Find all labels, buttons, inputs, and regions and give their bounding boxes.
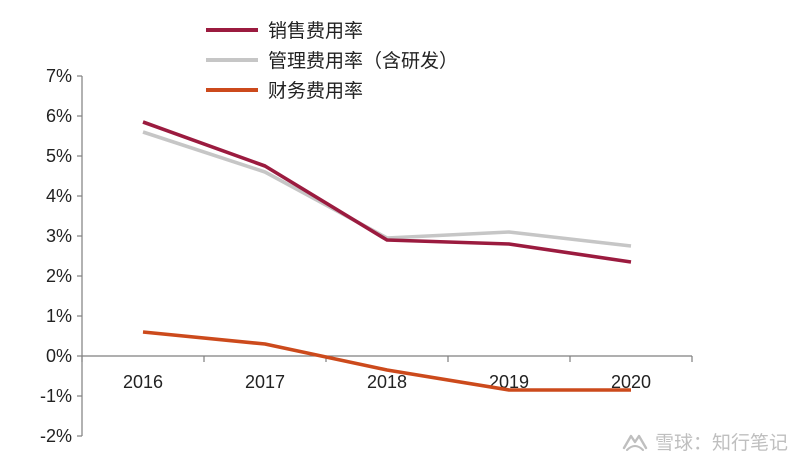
y-tick-label: 2% bbox=[46, 266, 72, 286]
y-tick-label: 3% bbox=[46, 226, 72, 246]
snowball-logo-icon bbox=[622, 434, 648, 451]
y-tick-label: 1% bbox=[46, 306, 72, 326]
x-tick-label: 2020 bbox=[611, 372, 651, 392]
y-tick-label: 6% bbox=[46, 106, 72, 126]
y-tick-label: -2% bbox=[40, 426, 72, 446]
axes bbox=[81, 76, 692, 436]
legend-label: 销售费用率 bbox=[268, 20, 363, 42]
series-line-0 bbox=[142, 120, 632, 264]
watermark: 雪球：知行笔记 bbox=[621, 428, 788, 455]
legend-label: 管理费用率（含研发） bbox=[268, 50, 458, 72]
y-tick-label: 4% bbox=[46, 186, 72, 206]
y-axis-ticks: -2% -1% 0% 1% 2% 3% 4% 5% 6% 7% bbox=[40, 66, 82, 446]
y-tick-label: 5% bbox=[46, 146, 72, 166]
series-lines bbox=[142, 120, 632, 392]
y-tick-label: 7% bbox=[46, 66, 72, 86]
x-tick-label: 2018 bbox=[367, 372, 407, 392]
y-tick-label: 0% bbox=[46, 346, 72, 366]
series-line-2 bbox=[142, 330, 631, 392]
legend-label: 财务费用率 bbox=[268, 80, 363, 102]
watermark-text: 雪球：知行笔记 bbox=[654, 432, 788, 454]
x-tick-label: 2016 bbox=[123, 372, 163, 392]
y-tick-label: -1% bbox=[40, 386, 72, 406]
x-tick-label: 2017 bbox=[245, 372, 285, 392]
x-axis-ticks: 2016 2017 2018 2019 2020 bbox=[81, 356, 693, 392]
